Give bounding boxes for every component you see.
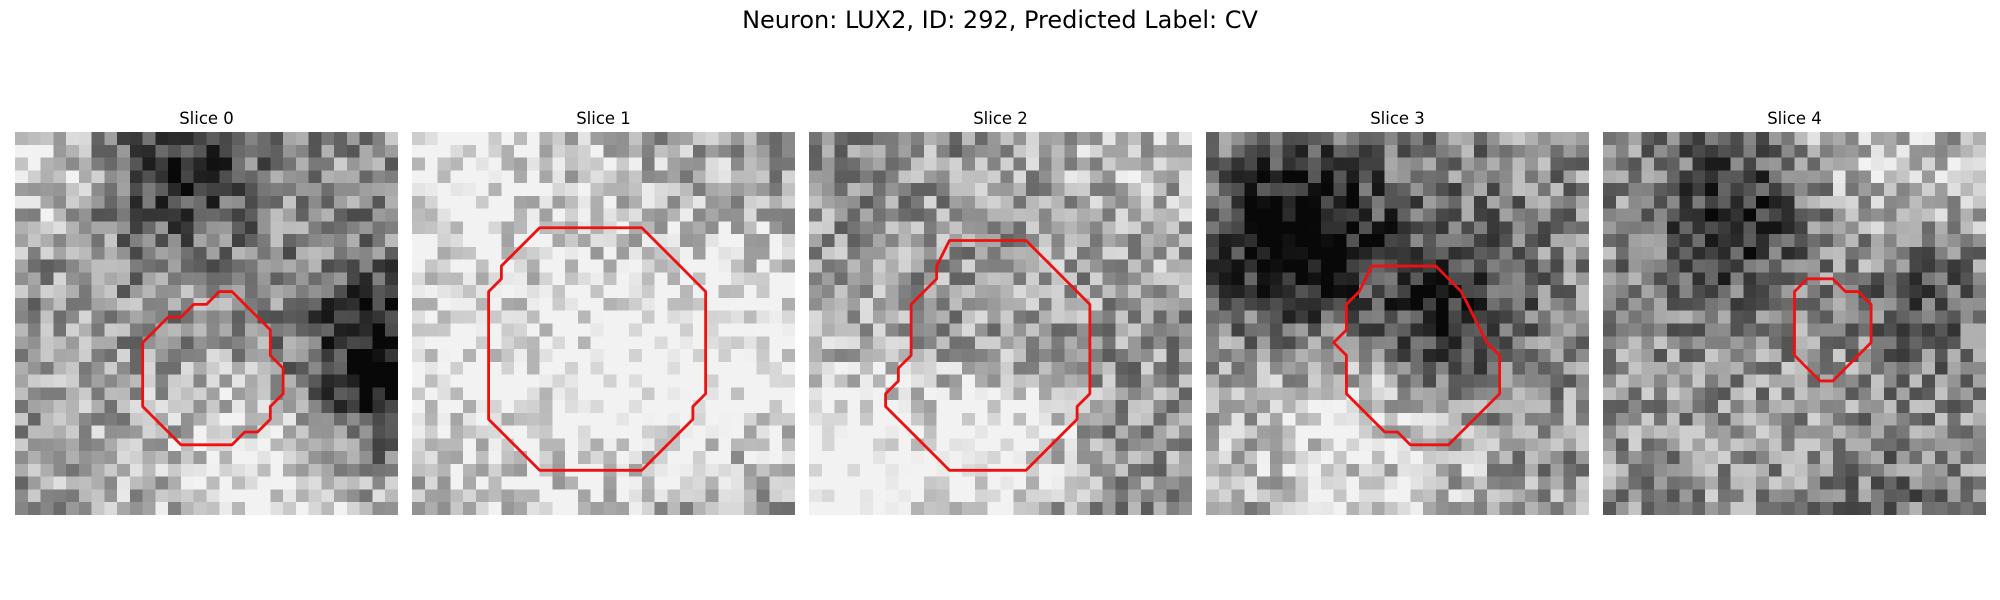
slice-image [809, 132, 1192, 515]
pixel-grid [15, 132, 398, 515]
slice-title: Slice 4 [1767, 109, 1822, 128]
slice-panel-0: Slice 0 [15, 108, 398, 515]
slice-panel-4: Slice 4 [1603, 108, 1986, 515]
slice-title: Slice 0 [179, 109, 234, 128]
pixel-grid [412, 132, 795, 515]
roi-contour [141, 290, 285, 447]
slice-image [1603, 132, 1986, 515]
figure-title: Neuron: LUX2, ID: 292, Predicted Label: … [742, 6, 1258, 34]
pixel-grid [1603, 132, 1986, 515]
roi-contour [487, 226, 708, 472]
slice-image [15, 132, 398, 515]
pixel-grid [1206, 132, 1589, 515]
slice-title: Slice 2 [973, 109, 1028, 128]
slice-title: Slice 1 [576, 109, 631, 128]
roi-contour [1793, 277, 1873, 383]
slice-panel-3: Slice 3 [1206, 108, 1589, 515]
slice-image [412, 132, 795, 515]
slice-image [1206, 132, 1589, 515]
roi-contour [884, 239, 1092, 472]
slice-panel-1: Slice 1 [412, 108, 795, 515]
pixel-grid [809, 132, 1192, 515]
slice-title: Slice 3 [1370, 109, 1425, 128]
roi-contour [1332, 264, 1502, 447]
slice-panel-2: Slice 2 [809, 108, 1192, 515]
